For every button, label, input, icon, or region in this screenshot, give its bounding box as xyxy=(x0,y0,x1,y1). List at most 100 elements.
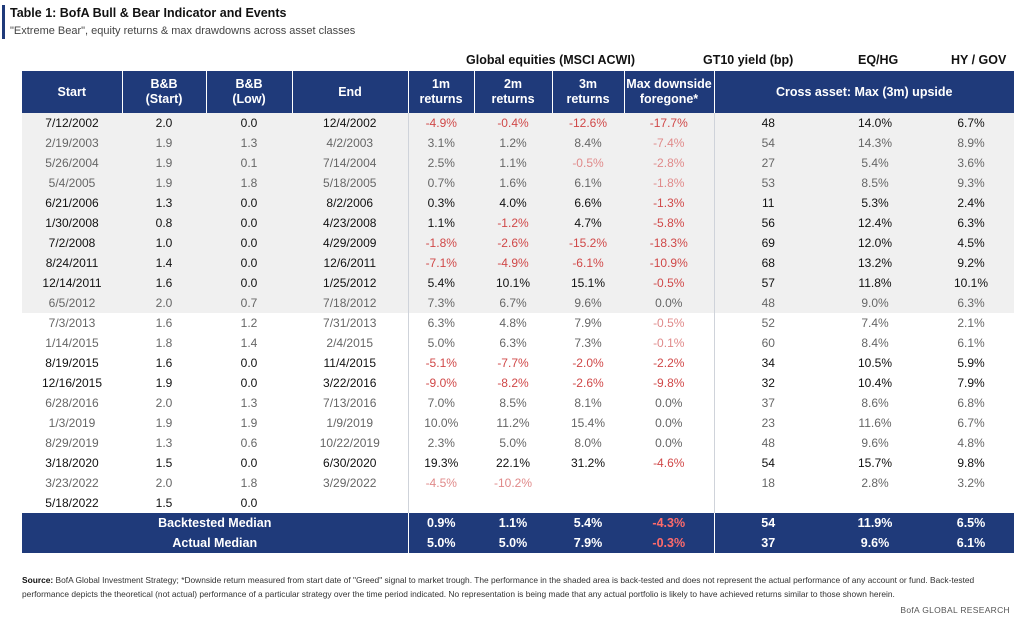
cell-hy-gov: 8.9% xyxy=(928,133,1014,153)
cell-1m: 0.3% xyxy=(407,193,474,213)
cell-3m xyxy=(552,493,624,513)
cell-max-downside: -5.8% xyxy=(624,213,715,233)
cell-bb-start: 1.0 xyxy=(122,233,206,253)
table-row: 3/18/2020 1.5 0.0 6/30/2020 19.3% 22.1% 31.2% -… xyxy=(22,453,1014,473)
cell-bb-low: 0.0 xyxy=(206,193,292,213)
cell-end xyxy=(292,493,408,513)
cell-2m: -10.2% xyxy=(493,476,533,490)
cell-max-downside: -0.1% xyxy=(624,333,715,353)
cell-1m: 5.4% xyxy=(407,273,474,293)
col-bb-low: B&B (Low) xyxy=(205,71,292,113)
cell-gt10: 54 xyxy=(713,453,822,473)
cell-3m: -2.0% xyxy=(572,356,604,370)
cell-bb-low: 0.1 xyxy=(206,153,292,173)
cell-max-downside: -17.7% xyxy=(624,113,715,133)
cell-gt10: 32 xyxy=(713,373,822,393)
median-cell-hy-gov: 6.5% xyxy=(928,513,1014,533)
cell-start: 3/18/2020 xyxy=(45,456,99,470)
cell-bb-start: 1.6 xyxy=(155,316,173,330)
cell-gt10: 48 xyxy=(713,293,822,313)
cell-bb-low: 1.3 xyxy=(240,396,258,410)
cell-gt10: 56 xyxy=(713,213,822,233)
cell-max-downside: -18.3% xyxy=(624,233,715,253)
cell-3m: 7.9% xyxy=(574,316,602,330)
median-cell-1m: 5.0% xyxy=(407,533,474,553)
median-label: Actual Median xyxy=(22,533,408,553)
cell-2m: -7.7% xyxy=(497,356,529,370)
title-accent-bar xyxy=(2,5,5,39)
cell-3m: 31.2% xyxy=(570,456,606,470)
table-row: 6/21/2006 1.3 0.0 8/2/2006 0.3% 4.0% 6.6% -1.3%… xyxy=(22,193,1014,213)
cell-end: 7/18/2012 xyxy=(292,293,408,313)
cell-end: 2/4/2015 xyxy=(326,336,374,350)
cell-hy-gov: 3.6% xyxy=(928,153,1014,173)
cell-start: 1/30/2008 xyxy=(22,213,122,233)
cell-3m: -0.5% xyxy=(552,153,624,173)
cell-bb-start: 1.8 xyxy=(155,336,173,350)
table-row: 2/19/2003 1.9 1.3 4/2/2003 3.1% 1.2% 8.4% -7.4%… xyxy=(22,133,1014,153)
table-row: 6/28/2016 2.0 1.3 7/13/2016 7.0% 8.5% 8.1% 0.0%… xyxy=(22,393,1014,413)
table-row: 1/14/2015 1.8 1.4 2/4/2015 5.0% 6.3% 7.3% -0.1%… xyxy=(22,333,1014,353)
cell-bb-start: 1.6 xyxy=(155,356,173,370)
group-global-equities: Global equities (MSCI ACWI) xyxy=(466,53,635,67)
cell-1m: 2.3% xyxy=(407,433,474,453)
cell-bb-low: 1.8 xyxy=(240,476,258,490)
cell-end: 8/2/2006 xyxy=(292,193,408,213)
cell-max-downside: -2.8% xyxy=(624,153,715,173)
cell-eq-hg: 9.0% xyxy=(822,293,928,313)
cell-bb-start: 1.6 xyxy=(122,273,206,293)
table-title: Table 1: BofA Bull & Bear Indicator and … xyxy=(10,6,287,20)
cell-bb-start: 2.0 xyxy=(122,113,206,133)
brand-label: BofA GLOBAL RESEARCH xyxy=(900,605,1010,615)
cell-hy-gov: 7.9% xyxy=(957,376,985,390)
cell-hy-gov: 10.1% xyxy=(928,273,1014,293)
cell-3m: 8.1% xyxy=(574,396,602,410)
cell-eq-hg: 10.5% xyxy=(857,356,893,370)
cell-bb-start: 1.3 xyxy=(155,436,173,450)
cell-bb-low: 1.3 xyxy=(206,133,292,153)
cell-1m: 19.3% xyxy=(407,453,474,473)
cell-eq-hg: 10.4% xyxy=(857,376,893,390)
cell-gt10: 11 xyxy=(713,193,822,213)
cell-gt10: 54 xyxy=(713,133,822,153)
col-max-downside: Max downside foregone* xyxy=(623,71,714,113)
median-cell-eq-hg: 11.9% xyxy=(822,513,928,533)
cell-3m: -6.1% xyxy=(552,253,624,273)
cell-end: 4/23/2008 xyxy=(292,213,408,233)
cell-3m: 9.6% xyxy=(552,293,624,313)
group-hy-gov: HY / GOV xyxy=(951,53,1007,67)
cell-3m xyxy=(552,473,624,493)
cell-2m: 6.3% xyxy=(499,336,527,350)
cell-start: 8/29/2019 xyxy=(45,436,99,450)
col-start: Start xyxy=(22,71,122,113)
cell-max-downside: 0.0% xyxy=(624,393,715,413)
cell-bb-low: 0.0 xyxy=(240,356,258,370)
cell-eq-hg: 8.4% xyxy=(861,336,889,350)
cell-end: 11/4/2015 xyxy=(323,356,377,370)
cell-start: 7/2/2008 xyxy=(22,233,122,253)
cell-bb-start: 1.9 xyxy=(155,376,173,390)
table-row: 6/5/2012 2.0 0.7 7/18/2012 7.3% 6.7% 9.6% 0.0% 4… xyxy=(22,293,1014,313)
cell-start: 6/5/2012 xyxy=(22,293,122,313)
cell-start: 7/3/2013 xyxy=(48,316,96,330)
cell-hy-gov: 9.8% xyxy=(957,456,985,470)
cell-bb-low: 1.4 xyxy=(240,336,258,350)
cell-eq-hg xyxy=(822,493,928,513)
cell-start: 8/19/2015 xyxy=(45,356,99,370)
cell-max-downside: -0.5% xyxy=(624,273,715,293)
cell-hy-gov: 9.2% xyxy=(928,253,1014,273)
cell-2m: -2.6% xyxy=(474,233,552,253)
cell-2m: 1.1% xyxy=(474,153,552,173)
median-cell-gt10: 37 xyxy=(713,533,822,553)
cell-bb-low: 0.7 xyxy=(206,293,292,313)
cell-3m: 4.7% xyxy=(552,213,624,233)
table-row: 8/29/2019 1.3 0.6 10/22/2019 2.3% 5.0% 8.0% 0.0… xyxy=(22,433,1014,453)
cell-3m: -12.6% xyxy=(552,113,624,133)
cell-max-downside: -2.2% xyxy=(624,353,715,373)
group-eq-hg: EQ/HG xyxy=(858,53,899,67)
median-cell-2m: 5.0% xyxy=(474,533,552,553)
col-end: End xyxy=(291,71,408,113)
table-row: 5/18/2022 1.5 0.0 xyxy=(22,493,1014,513)
cell-2m: 5.0% xyxy=(499,436,527,450)
cell-bb-low: 0.0 xyxy=(240,456,258,470)
